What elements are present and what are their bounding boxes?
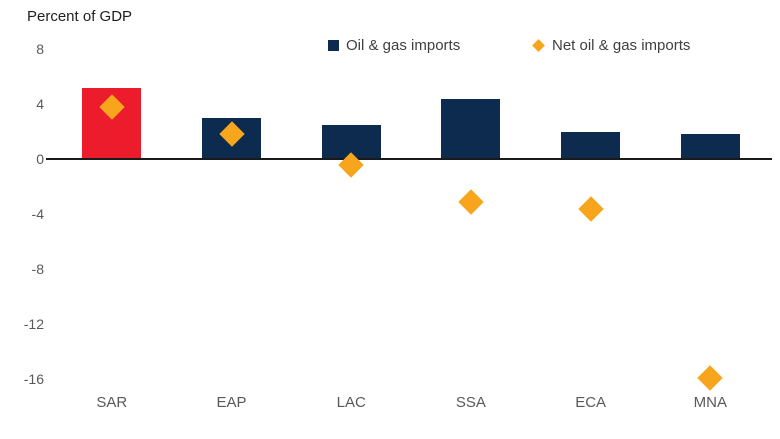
legend-label-oil-gas-imports: Oil & gas imports [346, 36, 461, 54]
diamond-marker-SSA [458, 188, 484, 215]
diamond-marker-ECA [577, 195, 604, 222]
y-axis-tick-label: -12 [23, 316, 44, 332]
y-axis-tick-label: 8 [36, 41, 44, 57]
square-icon [328, 39, 339, 51]
y-axis-tick-label: -16 [23, 371, 44, 387]
x-axis-line [46, 158, 772, 160]
legend-item-oil-gas-imports: Oil & gas imports [328, 34, 460, 56]
x-axis-label-SAR: SAR [96, 394, 128, 411]
legend: Oil & gas imports Net oil & gas imports [0, 34, 780, 56]
x-axis-label-MNA: MNA [693, 394, 728, 411]
x-axis-label-EAP: EAP [216, 394, 247, 411]
diamond-marker-MNA [697, 364, 724, 391]
bar-ECA [561, 131, 621, 159]
bar-SSA [441, 98, 501, 159]
y-axis-tick-label: -4 [31, 206, 44, 222]
x-axis-label-SSA: SSA [455, 394, 486, 411]
x-axis-label-ECA: ECA [575, 394, 607, 411]
legend-label-net-oil-gas-imports: Net oil & gas imports [552, 36, 691, 54]
y-axis-tick-label: 0 [36, 151, 44, 167]
x-axis-label-LAC: LAC [336, 394, 366, 411]
chart-title: Percent of GDP [27, 8, 133, 25]
bar-MNA [680, 134, 740, 159]
y-axis-tick-label: 4 [36, 96, 44, 112]
legend-item-net-oil-gas-imports: Net oil & gas imports [532, 34, 691, 56]
y-axis-tick-label: -8 [31, 261, 44, 277]
